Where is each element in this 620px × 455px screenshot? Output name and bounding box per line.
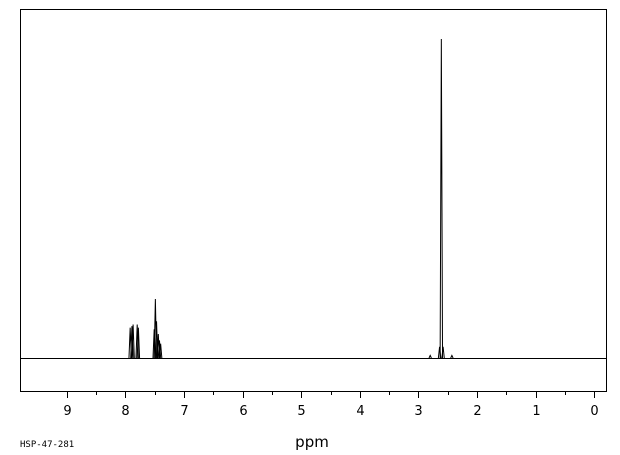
spectrum-peaks: [128, 38, 454, 359]
spectrum-peak: [450, 354, 454, 359]
x-tick-label: 6: [239, 404, 247, 419]
x-tick-label: 5: [297, 404, 305, 419]
x-axis-ticks: [67, 391, 595, 398]
spectrum-peak: [131, 324, 135, 359]
x-tick-label: 2: [473, 404, 481, 419]
spectrum-peak: [152, 329, 156, 359]
spectrum-peak: [158, 343, 163, 359]
plot-frame: [20, 9, 607, 392]
spectrum-peak: [136, 327, 141, 359]
x-tick-label: 3: [414, 404, 422, 419]
spectrum-id-label: HSP-47-281: [20, 440, 74, 450]
x-tick-label: 8: [121, 404, 129, 419]
x-tick-label: 7: [180, 404, 188, 419]
x-tick-label: 0: [590, 404, 598, 419]
x-axis-tick-labels: 9 8 7 6 5 4 3 2 1 0: [63, 404, 598, 419]
x-axis-label: ppm: [295, 433, 329, 451]
x-tick-label: 9: [63, 404, 71, 419]
x-tick-label: 1: [532, 404, 540, 419]
x-tick-label: 4: [356, 404, 364, 419]
spectrum-peak: [439, 38, 444, 359]
spectrum-peak: [428, 354, 432, 359]
spectrum-peak: [441, 346, 445, 359]
